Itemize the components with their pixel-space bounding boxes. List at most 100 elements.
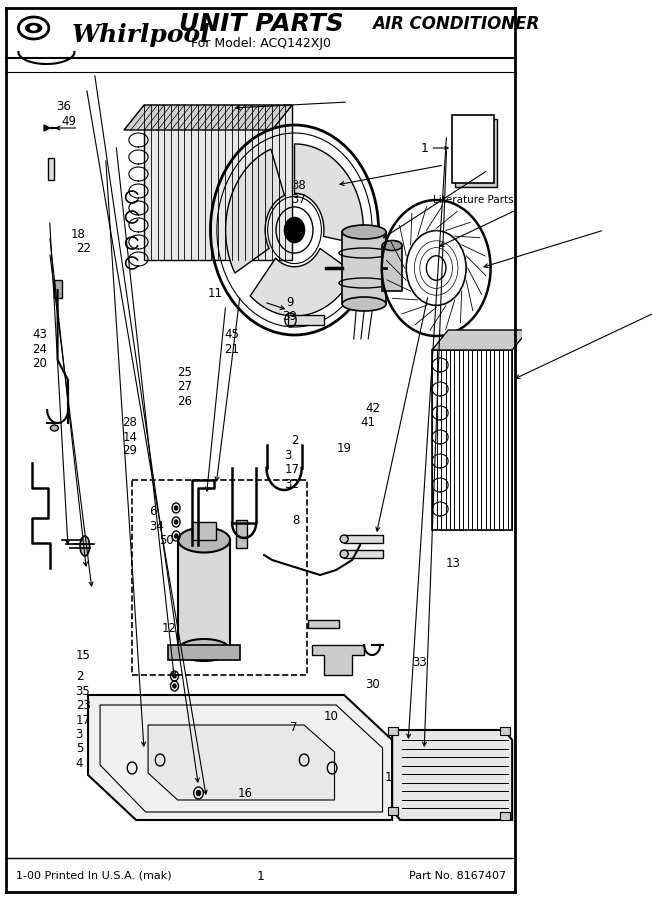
- Text: 16: 16: [237, 788, 252, 800]
- Text: 26: 26: [177, 395, 192, 408]
- Text: Literature Parts: Literature Parts: [433, 195, 513, 205]
- Text: 32: 32: [284, 478, 299, 491]
- Text: 43: 43: [33, 328, 47, 341]
- Text: 34: 34: [149, 520, 164, 533]
- Text: 3: 3: [284, 449, 291, 462]
- Bar: [452, 115, 494, 183]
- Text: 11: 11: [208, 287, 223, 300]
- Text: 24: 24: [33, 343, 48, 356]
- Text: 21: 21: [224, 343, 239, 356]
- Ellipse shape: [31, 26, 37, 30]
- Bar: [500, 727, 510, 735]
- Text: 25: 25: [177, 366, 192, 379]
- Bar: [168, 645, 240, 660]
- Text: 1: 1: [257, 869, 265, 883]
- Text: 12: 12: [162, 622, 177, 634]
- Text: 7: 7: [289, 721, 297, 734]
- Text: Whirlpool: Whirlpool: [72, 23, 211, 47]
- Polygon shape: [148, 725, 334, 800]
- Bar: [178, 540, 230, 650]
- Bar: [388, 727, 398, 735]
- Bar: [344, 535, 383, 543]
- Text: 38: 38: [291, 179, 306, 192]
- Text: For Model: ACQ142XJ0: For Model: ACQ142XJ0: [191, 38, 331, 50]
- Polygon shape: [250, 248, 354, 316]
- Polygon shape: [226, 149, 284, 273]
- Text: 41: 41: [360, 417, 375, 429]
- Text: 17: 17: [284, 464, 299, 476]
- Ellipse shape: [178, 639, 230, 661]
- Bar: [388, 807, 398, 815]
- Circle shape: [196, 790, 200, 796]
- Text: 10: 10: [323, 710, 338, 723]
- Bar: [500, 812, 510, 820]
- Circle shape: [173, 684, 176, 688]
- Text: 13: 13: [446, 557, 461, 570]
- Polygon shape: [144, 105, 292, 260]
- Polygon shape: [312, 645, 364, 675]
- Bar: [342, 232, 386, 304]
- Text: 29: 29: [123, 444, 138, 456]
- Ellipse shape: [342, 225, 386, 239]
- Text: 45: 45: [224, 328, 239, 341]
- Bar: [192, 522, 216, 540]
- Ellipse shape: [340, 535, 348, 543]
- Text: 2: 2: [76, 670, 83, 683]
- Bar: [132, 480, 306, 675]
- Text: 22: 22: [76, 242, 91, 255]
- Circle shape: [173, 674, 176, 678]
- Text: 5: 5: [76, 742, 83, 755]
- Text: 8: 8: [292, 514, 299, 526]
- Bar: [54, 280, 63, 298]
- Bar: [308, 620, 338, 628]
- Bar: [48, 158, 54, 180]
- Text: 1: 1: [385, 771, 393, 784]
- Bar: [432, 350, 512, 530]
- Ellipse shape: [50, 425, 59, 431]
- Polygon shape: [295, 144, 363, 245]
- Bar: [288, 315, 324, 325]
- Text: 33: 33: [412, 656, 427, 669]
- Text: 3: 3: [76, 728, 83, 741]
- Ellipse shape: [342, 297, 386, 311]
- Polygon shape: [432, 330, 528, 350]
- Text: 30: 30: [365, 678, 380, 690]
- Ellipse shape: [382, 240, 402, 250]
- Text: 4: 4: [76, 757, 83, 770]
- Polygon shape: [392, 730, 512, 820]
- Text: 27: 27: [177, 381, 192, 393]
- Polygon shape: [44, 125, 50, 131]
- Text: 14: 14: [123, 431, 138, 444]
- Text: Part No. 8167407: Part No. 8167407: [409, 871, 506, 881]
- Ellipse shape: [25, 23, 42, 32]
- Text: 42: 42: [365, 402, 380, 415]
- Text: 1: 1: [421, 141, 428, 155]
- Text: 37: 37: [291, 194, 306, 206]
- Text: AIR CONDITIONER: AIR CONDITIONER: [372, 15, 540, 33]
- Bar: [344, 550, 383, 558]
- Circle shape: [284, 218, 304, 243]
- Text: 17: 17: [76, 714, 91, 726]
- Text: 1-00 Printed In U.S.A. (mak): 1-00 Printed In U.S.A. (mak): [16, 871, 171, 881]
- Text: 39: 39: [282, 310, 297, 323]
- Circle shape: [175, 534, 177, 538]
- Bar: [455, 119, 497, 187]
- Ellipse shape: [178, 527, 230, 553]
- Text: 9: 9: [286, 296, 293, 309]
- Ellipse shape: [18, 17, 49, 39]
- Text: UNIT PARTS: UNIT PARTS: [179, 12, 343, 36]
- Text: 23: 23: [76, 699, 91, 712]
- Text: 49: 49: [61, 115, 76, 128]
- Text: 6: 6: [149, 505, 156, 518]
- Ellipse shape: [340, 550, 348, 558]
- Text: 36: 36: [56, 100, 71, 112]
- Text: 28: 28: [123, 417, 138, 429]
- Text: 18: 18: [70, 228, 85, 240]
- Bar: [236, 520, 247, 548]
- Text: 19: 19: [336, 442, 351, 454]
- Polygon shape: [88, 695, 392, 820]
- Text: 2: 2: [291, 435, 299, 447]
- Circle shape: [175, 506, 177, 510]
- Text: 15: 15: [76, 649, 91, 662]
- Text: 50: 50: [159, 534, 174, 546]
